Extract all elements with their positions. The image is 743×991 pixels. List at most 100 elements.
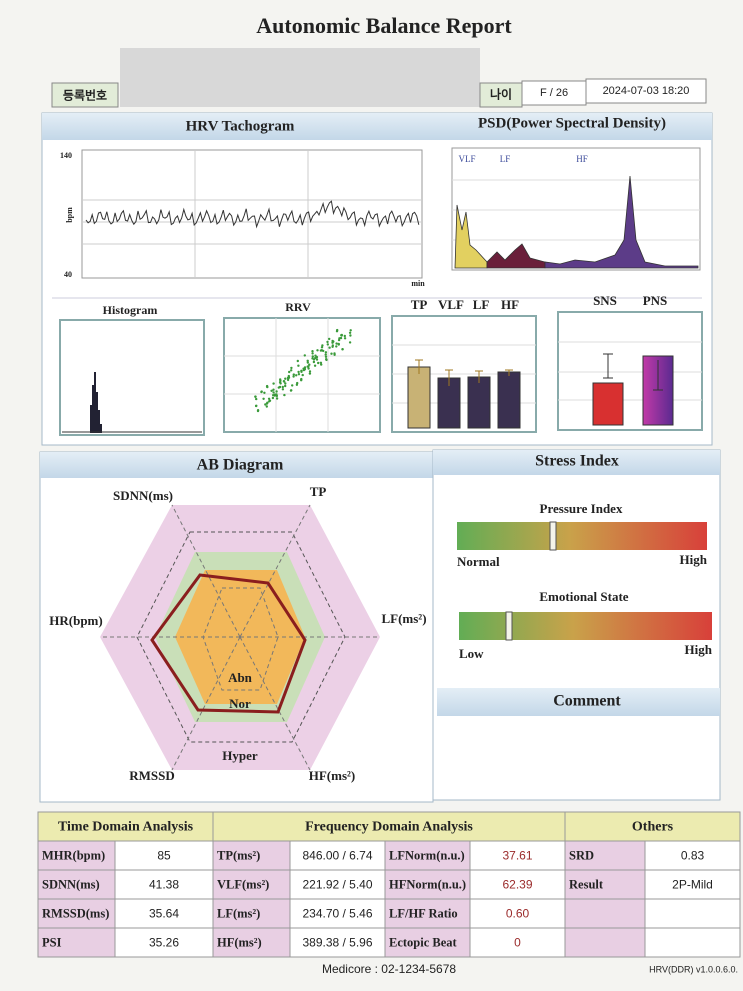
ab-title: AB Diagram bbox=[197, 457, 284, 474]
row-value: 0.60 bbox=[506, 907, 530, 921]
rrv-point bbox=[302, 368, 306, 372]
y-label: bpm bbox=[65, 207, 74, 223]
value-cell bbox=[644, 898, 741, 929]
row-value: 389.38 / 5.96 bbox=[302, 936, 372, 950]
rrv-point bbox=[266, 385, 269, 389]
row-value: 846.00 / 6.74 bbox=[302, 849, 372, 863]
reg-label-box bbox=[51, 82, 119, 108]
x-label: min bbox=[411, 279, 425, 288]
lf-bar bbox=[467, 376, 491, 429]
label-cell bbox=[212, 840, 291, 871]
row-label: HFNorm(n.u.) bbox=[389, 877, 466, 891]
psd-grid bbox=[452, 179, 700, 241]
rrv-point bbox=[308, 363, 311, 366]
label-cell bbox=[564, 898, 646, 929]
row-label: LFNorm(n.u.) bbox=[389, 848, 465, 862]
psd-band: HF bbox=[576, 154, 588, 164]
rrv-point bbox=[283, 393, 286, 397]
row-label: Ectopic Beat bbox=[389, 935, 458, 949]
value-cell bbox=[469, 898, 566, 929]
histogram-box bbox=[59, 319, 205, 436]
footer-version: HRV(DDR) v1.0.0.6.0. bbox=[649, 964, 738, 974]
ab-axis: SDNN(ms) bbox=[113, 488, 173, 503]
rrv-point bbox=[321, 344, 324, 347]
rrv-point bbox=[348, 341, 352, 344]
rrv-point bbox=[301, 373, 304, 377]
row-label: SDNN(ms) bbox=[42, 877, 100, 891]
rrv-point bbox=[290, 389, 293, 392]
rrv-point bbox=[324, 351, 328, 354]
datetime-box bbox=[585, 78, 707, 104]
rrv-point bbox=[326, 340, 329, 344]
age-label: 나이 bbox=[490, 87, 512, 102]
row-value: 35.64 bbox=[149, 907, 179, 921]
section-title: Time Domain Analysis bbox=[58, 820, 194, 835]
rrv-point bbox=[308, 372, 312, 375]
rrv-points bbox=[254, 328, 352, 413]
rrv-point bbox=[303, 366, 307, 369]
emotional-marker bbox=[505, 611, 513, 641]
panel-header bbox=[42, 113, 712, 140]
rrv-point bbox=[286, 378, 290, 382]
y-min: 40 bbox=[64, 270, 72, 279]
patient-profile bbox=[150, 573, 307, 714]
ab-axis: TP bbox=[310, 484, 327, 499]
rrv-point bbox=[340, 333, 343, 337]
tachogram-title: HRV Tachogram bbox=[186, 118, 295, 134]
rrv-point bbox=[313, 364, 317, 367]
section-header-cell bbox=[37, 811, 214, 842]
value-cell bbox=[644, 869, 741, 900]
row-label: TP(ms²) bbox=[217, 848, 260, 862]
psd-box bbox=[451, 147, 701, 271]
row-value: 85 bbox=[157, 849, 171, 863]
row-label: HF(ms²) bbox=[217, 935, 262, 949]
rrv-point bbox=[265, 402, 269, 405]
rrv-point bbox=[328, 346, 331, 349]
label-cell bbox=[37, 898, 116, 929]
rrv-point bbox=[275, 390, 278, 393]
rrv-point bbox=[300, 370, 303, 373]
balance-label: SNS bbox=[593, 293, 617, 308]
rrv-point bbox=[284, 382, 287, 385]
ab-axis: LF(ms²) bbox=[381, 611, 426, 626]
rrv-point bbox=[306, 359, 309, 362]
balance-grid bbox=[558, 341, 702, 401]
row-value: 0 bbox=[514, 936, 521, 950]
hyper-boundary bbox=[136, 531, 346, 743]
gauge-high: High bbox=[680, 552, 708, 567]
ab-axis: HR(bpm) bbox=[49, 613, 102, 628]
sex-age-box bbox=[521, 80, 587, 106]
label-cell bbox=[212, 869, 291, 900]
redacted bbox=[120, 48, 480, 107]
gauge-label: Pressure Index bbox=[540, 501, 623, 516]
rrv-point bbox=[337, 338, 341, 342]
rrv-point bbox=[317, 361, 320, 365]
rrv-point bbox=[338, 337, 341, 340]
power-label: VLF bbox=[438, 297, 464, 312]
row-value: 221.92 / 5.40 bbox=[302, 878, 372, 892]
rrv-point bbox=[255, 404, 258, 407]
rrv-point bbox=[300, 377, 303, 381]
value-cell bbox=[644, 840, 741, 871]
rrv-point bbox=[295, 374, 298, 377]
rrv-point bbox=[271, 396, 275, 400]
rrv-point bbox=[312, 358, 316, 361]
value-cell bbox=[469, 869, 566, 900]
zone-label: Nor bbox=[229, 696, 251, 711]
gauge-low: Low bbox=[459, 646, 484, 661]
rrv-point bbox=[272, 394, 275, 397]
section-title: Others bbox=[632, 820, 674, 835]
row-value: 62.39 bbox=[502, 878, 532, 892]
value-cell bbox=[469, 927, 566, 958]
section-header-cell bbox=[212, 811, 566, 842]
rrv-point bbox=[263, 391, 266, 394]
row-label: Result bbox=[569, 877, 604, 891]
pressure-gauge bbox=[457, 522, 707, 550]
row-label: RMSSD(ms) bbox=[42, 906, 109, 920]
rrv-point bbox=[348, 331, 352, 334]
rrv-point bbox=[311, 352, 314, 355]
gauge-high: High bbox=[685, 642, 713, 657]
row-value: 37.61 bbox=[502, 849, 532, 863]
rrv-point bbox=[336, 328, 339, 332]
